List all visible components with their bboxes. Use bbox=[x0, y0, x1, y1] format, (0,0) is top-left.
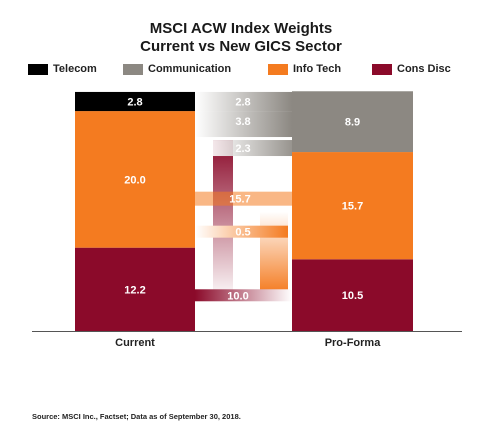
flow-label-info-tech-to-communication: 3.8 bbox=[235, 116, 250, 128]
chart-title: MSCI ACW Index Weights bbox=[149, 20, 333, 37]
bar-current-info-tech bbox=[75, 111, 195, 248]
legend-item-telecom: Telecom bbox=[28, 62, 97, 76]
bar-current-telecom bbox=[75, 91, 195, 112]
legend-item-communication: Communication bbox=[123, 62, 231, 76]
flow-label-info-tech-to-cons-disc: 0.5 bbox=[235, 227, 250, 239]
flow-infotech-to-communication bbox=[195, 111, 292, 138]
flow-label-cons-disc-to-communication: 2.3 bbox=[235, 143, 250, 155]
flow-infotech-to-infotech bbox=[195, 191, 292, 206]
chart-subtitle: Current vs New GICS Sector bbox=[140, 38, 342, 55]
flow-consdisc-to-communication bbox=[213, 140, 292, 157]
bar-label-pro-forma-communication: 8.9 bbox=[345, 117, 360, 129]
flow-label-telecom-to-communication: 2.8 bbox=[235, 97, 250, 109]
flow-consdisc-to-consdisc bbox=[195, 289, 292, 302]
bar-label-pro-forma-info-tech: 15.7 bbox=[342, 201, 363, 213]
flow-label-cons-disc-to-cons-disc: 10.0 bbox=[227, 290, 248, 302]
legend-item-info-tech: Info Tech bbox=[268, 62, 341, 76]
bar-label-current-info-tech: 20.0 bbox=[124, 174, 145, 186]
x-tick-label-current: Current bbox=[115, 337, 155, 349]
legend-swatch-communication bbox=[123, 63, 143, 75]
flow-infotech-to-consdisc bbox=[195, 225, 288, 238]
legend-label-info-tech: Info Tech bbox=[293, 63, 342, 75]
bar-label-current-cons-disc: 12.2 bbox=[124, 284, 145, 296]
legend-label-cons-disc: Cons Disc bbox=[397, 63, 451, 75]
x-tick-label-pro-forma: Pro-Forma bbox=[325, 337, 382, 349]
source-note: Source: MSCI Inc., Factset; Data as of S… bbox=[32, 412, 241, 421]
legend-swatch-info-tech bbox=[268, 63, 288, 75]
flow-consdisc-to-communication-riser bbox=[213, 140, 233, 301]
flow-infotech-to-consdisc-riser bbox=[260, 211, 288, 294]
flow-telecom-to-communication bbox=[195, 91, 292, 112]
legend-label-communication: Communication bbox=[148, 63, 232, 75]
legend-swatch-telecom bbox=[28, 63, 48, 75]
flow-label-info-tech-to-info-tech: 15.7 bbox=[229, 194, 250, 206]
bar-label-current-telecom: 2.8 bbox=[127, 97, 142, 109]
bar-pro-forma-info-tech bbox=[292, 152, 413, 260]
bar-current-cons-disc bbox=[75, 247, 195, 331]
bar-pro-forma-communication bbox=[292, 91, 413, 153]
bar-pro-forma-cons-disc bbox=[292, 259, 413, 331]
legend-label-telecom: Telecom bbox=[53, 63, 97, 75]
legend-item-cons-disc: Cons Disc bbox=[372, 62, 451, 76]
bar-label-pro-forma-cons-disc: 10.5 bbox=[342, 290, 363, 302]
legend-swatch-cons-disc bbox=[372, 63, 392, 75]
